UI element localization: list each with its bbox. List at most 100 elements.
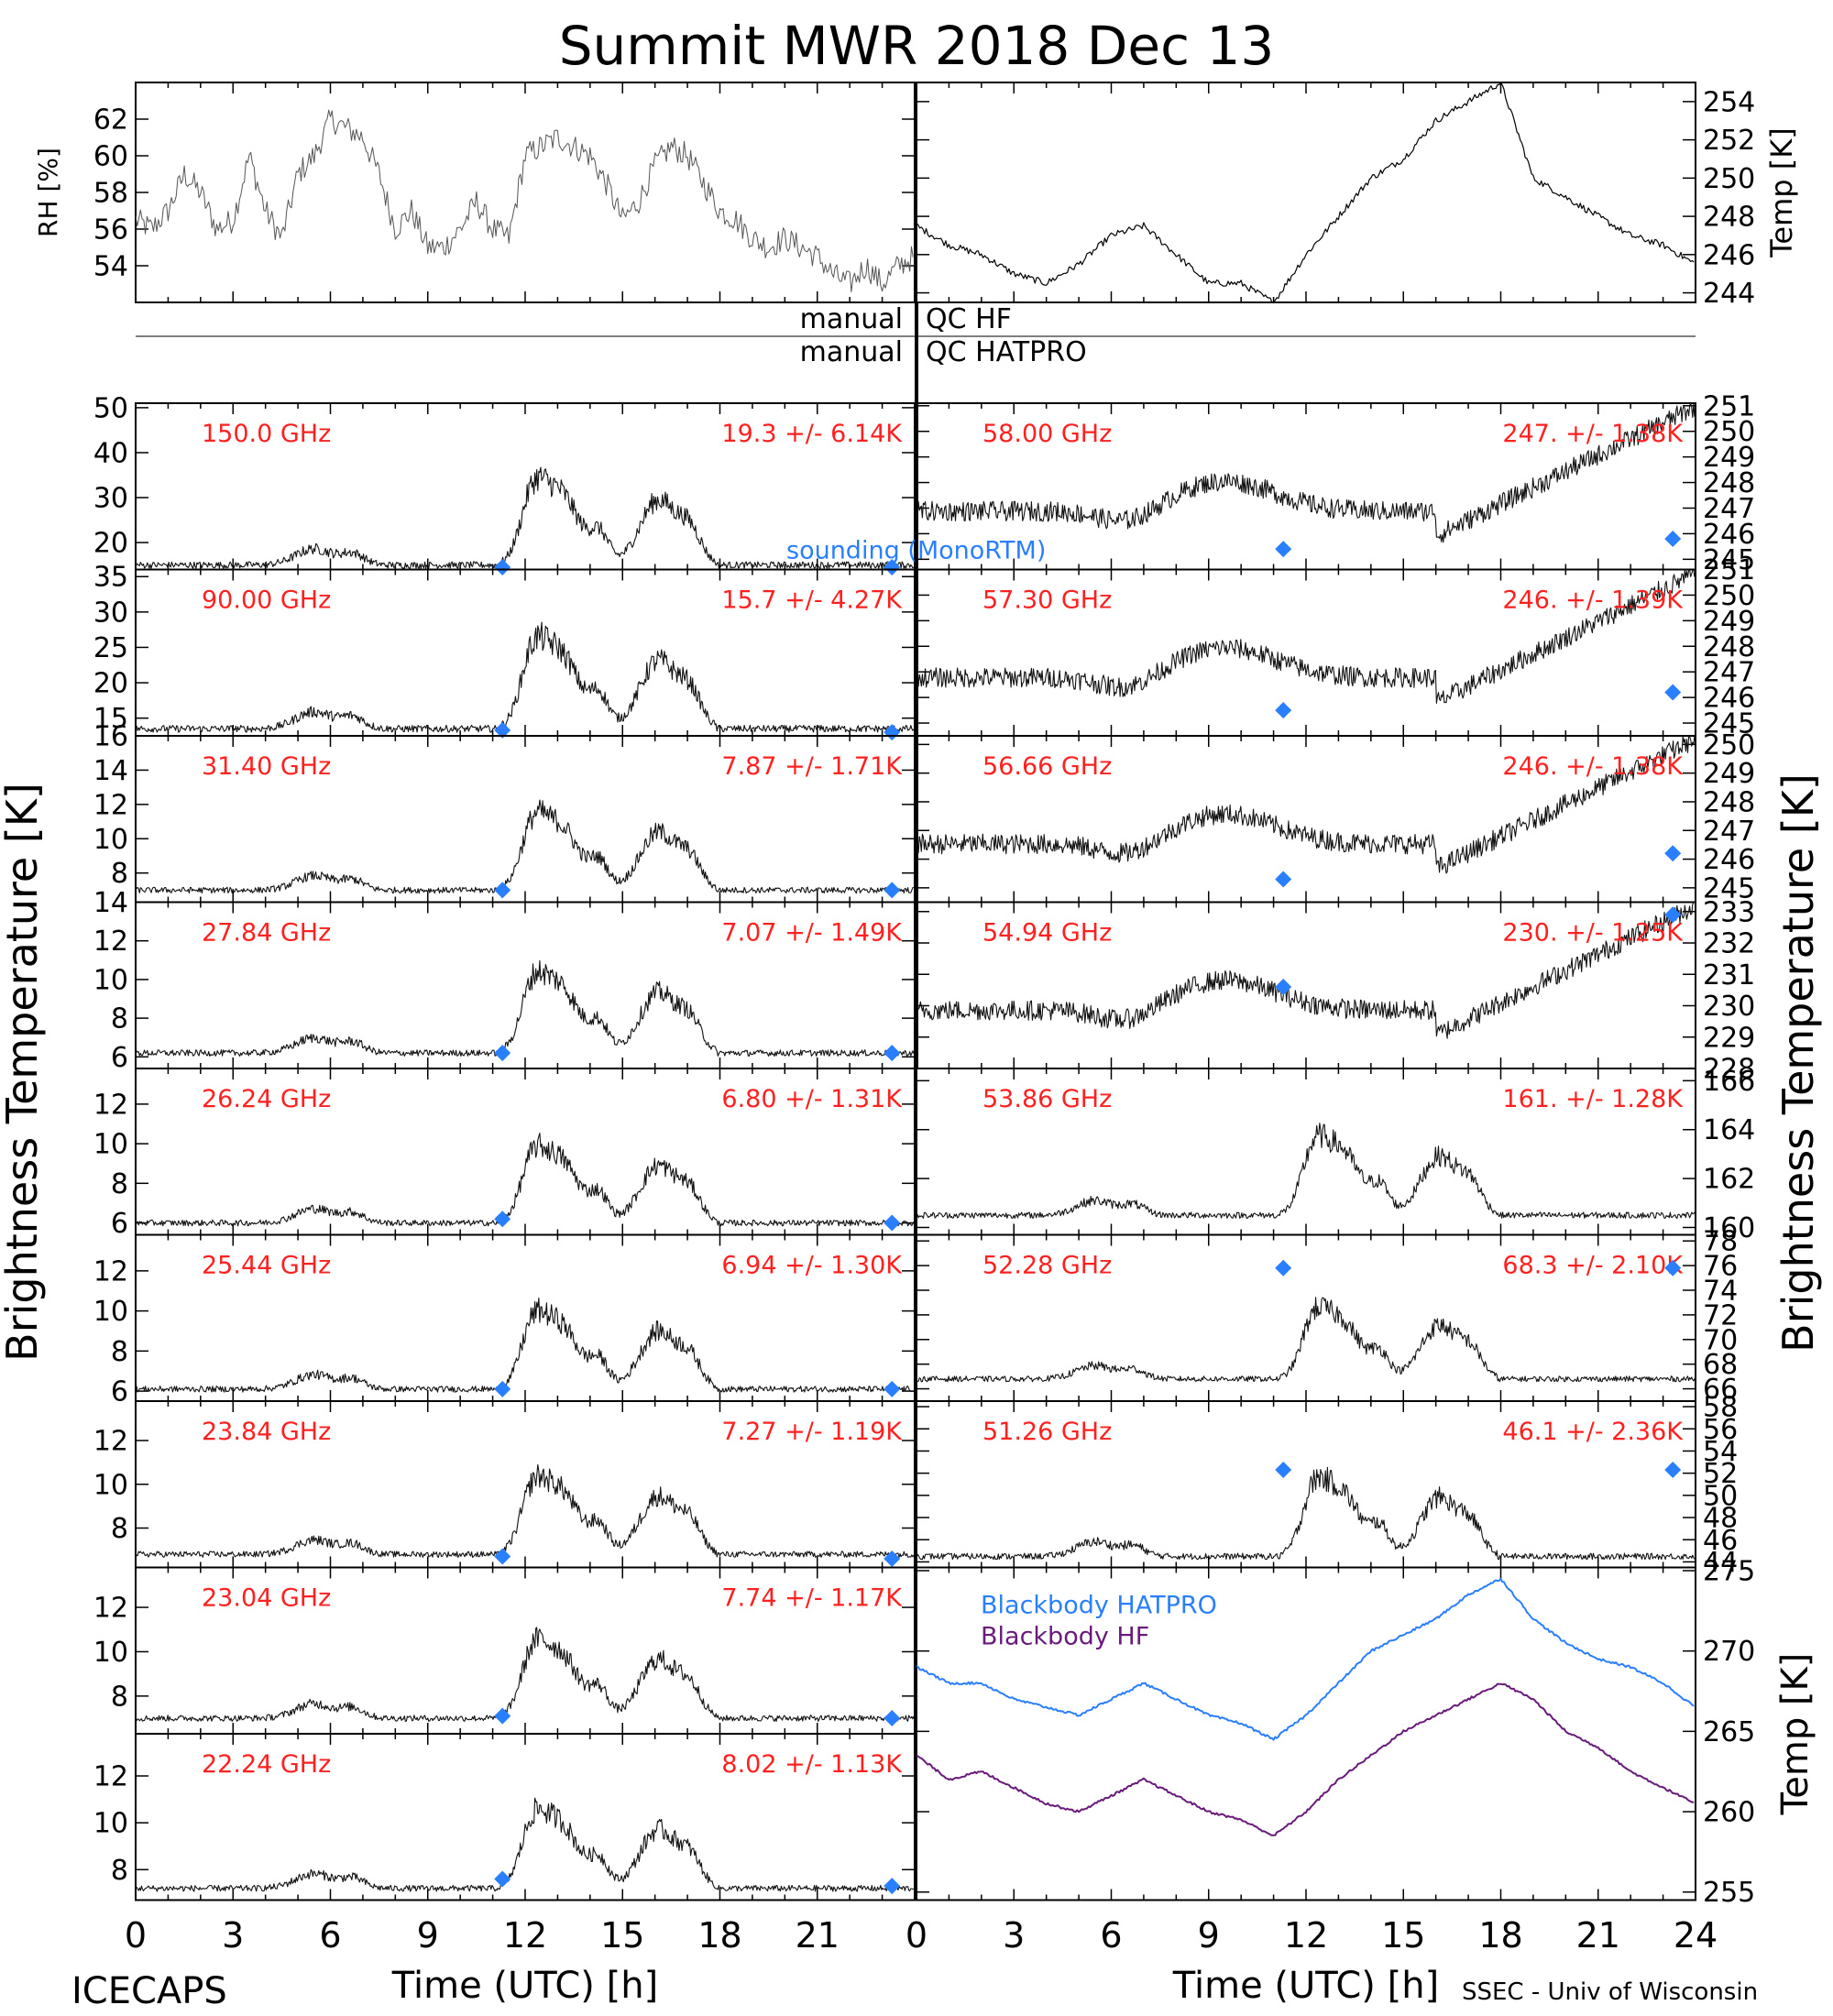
y-tick-label: 10 [93,1808,128,1840]
y-tick-label: 10 [93,1129,128,1161]
rh-series-line [135,109,914,292]
sounding-point-ch5126 [1275,1462,1292,1479]
y-tick-label: 230 [1703,991,1755,1023]
qc-manual-hf-label: manual [800,303,903,335]
frequency-label-ch27: 27.84 GHz [202,919,331,948]
y-tick-label: 248 [1703,786,1755,818]
temp-panel-frame [916,82,1696,303]
stat-label-ch5494: 230. +/- 1.25K [1502,919,1684,948]
legend-entry-1: Blackbody HF [981,1623,1149,1651]
trace-ch2224 [135,1797,914,1892]
sounding-point-ch5494 [1664,906,1682,924]
sounding-point-ch5228 [1275,1259,1292,1276]
frequency-label-ch31: 31.40 GHz [202,752,331,781]
qc-hatpro-label: QC HATPRO [926,336,1087,368]
x-axis-label-right: Time (UTC) [h] [1172,1965,1439,2007]
y-tick-label: 25 [93,632,128,664]
y-tick-label: 12 [93,1255,128,1287]
y-tick-label: 250 [1703,163,1755,195]
sounding-point-ch25 [884,1380,901,1397]
frequency-label-ch150: 150.0 GHz [202,420,331,448]
trace-ch26 [135,1133,915,1227]
frequency-label-ch5386: 53.86 GHz [982,1085,1112,1113]
x-tick-label-right: 0 [906,1915,927,1956]
x-tick-label-right: 18 [1478,1915,1522,1956]
y-tick-label: 30 [93,597,128,629]
stat-label-ch5730: 246. +/- 1.39K [1502,586,1684,615]
x-axis-label-left: Time (UTC) [h] [391,1965,658,2007]
x-tick-label-left: 9 [417,1915,439,1956]
y-tick-label: 162 [1703,1164,1755,1196]
legend-entry-0: Blackbody HATPRO [981,1592,1217,1620]
y-tick-label: 50 [1703,1480,1738,1512]
y-tick-label: 160 [1703,1212,1755,1244]
x-tick-label-left: 6 [319,1915,341,1956]
y-tick-label: 12 [93,1761,128,1793]
y-tick-label: 232 [1703,928,1755,960]
stat-label-ch31: 7.87 +/- 1.71K [721,752,903,781]
x-tick-label-right: 15 [1381,1915,1425,1956]
stat-label-ch5228: 68.3 +/- 2.10K [1502,1252,1684,1280]
blackbody-series-0 [916,1577,1695,1741]
trace-ch27 [135,959,915,1057]
trace-ch90 [135,621,915,733]
frequency-label-ch5800: 58.00 GHz [982,420,1112,448]
y-tick-label: 52 [1703,1458,1738,1490]
y-tick-label: 58 [93,178,128,210]
qc-manual-hatpro-label: manual [800,336,903,368]
y-tick-label: 30 [93,483,128,515]
sounding-point-ch2304 [884,1710,901,1727]
y-tick-label: 50 [93,392,128,424]
trace-ch5228 [916,1297,1696,1383]
x-tick-label-right: 12 [1284,1915,1328,1956]
y-tick-label: 68 [1703,1349,1738,1381]
y-tick-label: 260 [1703,1797,1755,1829]
sounding-point-ch2224 [494,1870,511,1888]
sounding-point-ch26 [884,1214,901,1232]
frequency-label-ch2384: 23.84 GHz [202,1418,331,1446]
y-tick-label: 245 [1703,872,1755,904]
x-tick-label-left: 15 [600,1915,644,1956]
y-tick-label: 8 [111,858,128,890]
y-tick-label: 74 [1703,1276,1738,1308]
y-tick-label: 6 [111,1376,128,1408]
y-tick-label: 251 [1703,390,1755,422]
y-tick-label: 58 [1703,1392,1738,1424]
y-tick-label: 228 [1703,1054,1755,1086]
y-tick-label: 251 [1703,554,1755,586]
rh-axis-label: RH [%] [33,148,63,237]
y-tick-label: 8 [111,1168,128,1200]
trace-ch5126 [916,1466,1696,1561]
stat-label-ch90: 15.7 +/- 4.27K [721,586,903,615]
sounding-point-ch5126 [1664,1462,1682,1479]
stat-label-ch26: 6.80 +/- 1.31K [721,1085,903,1113]
y-tick-label: 246 [1703,239,1755,271]
y-tick-label: 78 [1703,1226,1738,1258]
trace-ch2304 [135,1627,915,1722]
x-tick-label-right: 24 [1674,1915,1718,1956]
stat-label-ch2384: 7.27 +/- 1.19K [721,1418,903,1446]
stat-label-ch5800: 247. +/- 1.38K [1502,420,1684,448]
y-tick-label: 254 [1703,86,1755,118]
y-tick-label: 246 [1703,844,1755,876]
y-tick-label: 12 [93,926,128,958]
y-tick-label: 164 [1703,1114,1755,1146]
x-tick-label-left: 21 [796,1915,840,1956]
y-tick-label: 12 [93,789,128,821]
sounding-point-ch5800 [1275,541,1292,558]
frequency-label-ch5730: 57.30 GHz [982,586,1112,615]
y-tick-label: 6 [111,1208,128,1240]
blackbody-series-1 [916,1682,1695,1836]
y-tick-label: 247 [1703,493,1755,525]
y-tick-label: 250 [1703,416,1755,448]
stat-label-ch2224: 8.02 +/- 1.13K [721,1750,903,1779]
y-tick-label: 247 [1703,657,1755,689]
frequency-label-ch2304: 23.04 GHz [202,1584,331,1613]
y-tick-label: 8 [111,1003,128,1035]
y-tick-label: 62 [93,104,128,137]
sounding-point-ch90 [884,724,901,741]
sounding-point-ch2384 [884,1550,901,1567]
y-tick-label: 6 [111,1042,128,1074]
